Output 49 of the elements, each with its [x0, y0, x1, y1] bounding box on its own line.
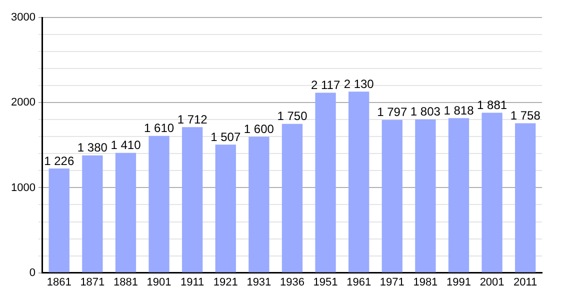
bar [148, 136, 170, 272]
x-tick-label: 2001 [480, 276, 504, 288]
data-label: 1 797 [377, 105, 408, 120]
bar [282, 124, 303, 272]
data-label: 1 610 [144, 121, 174, 136]
data-label: 1 600 [244, 122, 274, 136]
bar [415, 119, 436, 272]
bar [82, 155, 103, 272]
bar [182, 127, 203, 272]
x-tick-label: 1931 [246, 276, 272, 288]
bar [115, 152, 136, 272]
x-tick-label: 1971 [380, 276, 404, 288]
y-tick-label: 3000 [10, 12, 36, 24]
data-label: 1 881 [477, 98, 508, 112]
x-tick-label: 1936 [280, 276, 304, 288]
y-tick-label: 2000 [10, 96, 36, 109]
data-label: 1 750 [277, 109, 308, 124]
data-label: 1 507 [210, 130, 241, 144]
data-label: 1 226 [44, 154, 74, 168]
bar [482, 112, 502, 272]
data-label: 1 410 [110, 138, 142, 152]
bar [248, 136, 270, 272]
x-tick-label: 2011 [514, 276, 538, 288]
x-tick-label: 1981 [413, 276, 438, 288]
data-label: 2 117 [310, 78, 340, 92]
data-label: 1 380 [77, 140, 108, 155]
x-tick-label: 1881 [113, 276, 138, 288]
bar [48, 168, 70, 272]
bar [382, 120, 402, 272]
x-tick-label: 1871 [80, 276, 105, 288]
data-label: 1 712 [177, 112, 208, 126]
bar [315, 92, 336, 272]
x-tick-label: 1921 [213, 276, 238, 288]
x-tick-label: 1861 [46, 276, 72, 288]
data-label: 1 818 [444, 103, 474, 118]
bar [348, 92, 370, 272]
data-label: 2 130 [344, 76, 374, 91]
data-label: 1 803 [410, 104, 441, 119]
x-tick-label: 1951 [313, 276, 338, 288]
x-tick-label: 1911 [180, 276, 204, 288]
y-tick-label: 0 [29, 266, 36, 279]
y-tick-label: 1000 [10, 182, 36, 194]
bar [448, 118, 470, 272]
data-label: 1 758 [510, 108, 541, 123]
x-tick-label: 1961 [346, 276, 372, 288]
x-tick-label: 1991 [446, 276, 471, 288]
x-tick-label: 1901 [146, 276, 172, 288]
bar [515, 123, 536, 272]
bar [215, 144, 236, 272]
